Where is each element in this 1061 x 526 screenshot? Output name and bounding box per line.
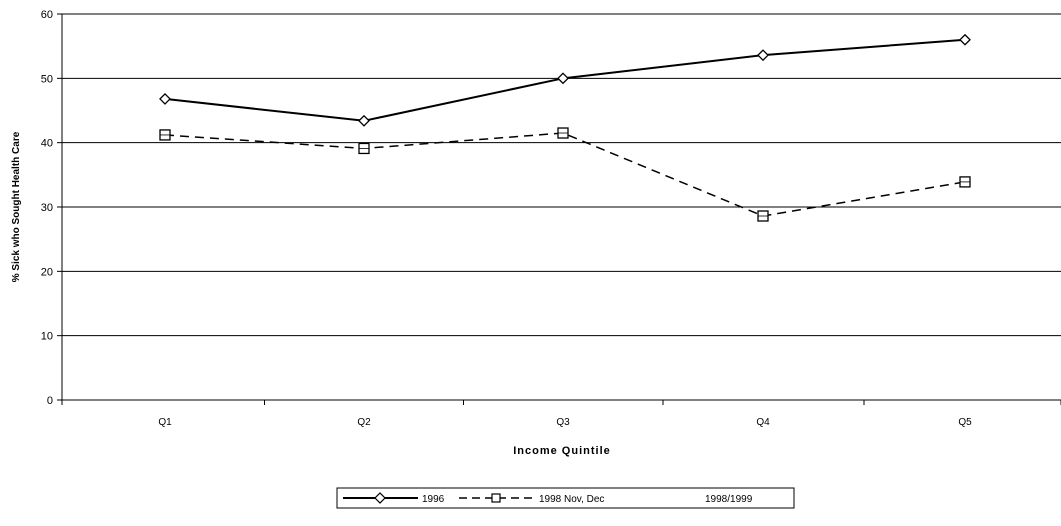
x-axis-title: Income Quintile	[513, 445, 611, 457]
y-tick-label: 40	[41, 138, 53, 150]
y-tick-labels: 0 10 20 30 40 50 60	[41, 9, 53, 407]
y-axis-title: % Sick who Sought Health Care	[11, 131, 22, 282]
series-markers	[159, 33, 971, 222]
point-marker-diamond	[959, 33, 971, 46]
y-tick-label: 0	[47, 395, 53, 407]
point-marker-diamond	[757, 49, 769, 62]
legend-entry-1998-1999: 1998/1999	[705, 494, 753, 505]
legend-label-1996: 1996	[422, 494, 445, 505]
x-tick-label: Q5	[958, 417, 972, 428]
legend-entry-1998-nov-dec: 1998 Nov, Dec	[459, 493, 604, 505]
y-tick-label: 20	[41, 266, 53, 278]
legend-marker-square	[491, 493, 501, 503]
legend: 1996 1998 Nov, Dec 1998/1999	[336, 487, 795, 509]
axes	[61, 14, 1061, 401]
series-line-1	[164, 132, 966, 217]
legend-entry-1996: 1996	[343, 492, 445, 505]
x-tick-label: Q4	[756, 417, 770, 428]
y-tick-label: 50	[41, 73, 53, 85]
legend-marker-diamond	[374, 492, 386, 504]
gridlines	[57, 13, 1061, 401]
x-tick-label: Q3	[556, 417, 570, 428]
legend-box	[336, 487, 795, 509]
point-marker-diamond	[358, 114, 370, 127]
point-marker-diamond	[557, 72, 569, 85]
y-tick-label: 10	[41, 331, 53, 343]
x-tick-labels: Q1 Q2 Q3 Q4 Q5	[61, 400, 1061, 428]
y-tick-label: 60	[41, 9, 53, 21]
point-marker-diamond	[159, 93, 171, 105]
legend-label-1998-1999: 1998/1999	[705, 494, 753, 505]
x-tick-label: Q1	[158, 417, 172, 428]
x-tick-label: Q2	[357, 417, 371, 428]
legend-label-1998-nov-dec: 1998 Nov, Dec	[539, 494, 604, 505]
y-tick-label: 30	[41, 202, 53, 214]
